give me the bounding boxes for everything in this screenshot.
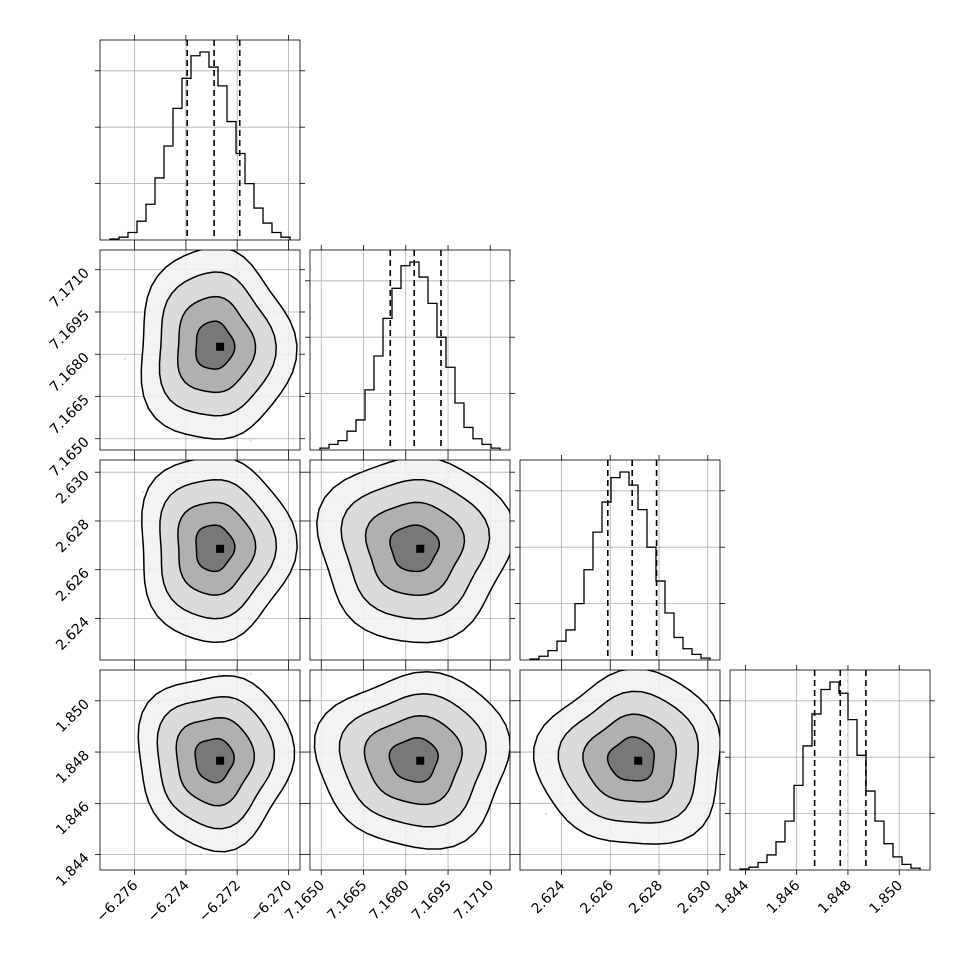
density-peak xyxy=(216,342,225,351)
sample-point xyxy=(123,357,126,360)
y-tick-label: 1.844 xyxy=(53,850,93,890)
histogram-panel-0 xyxy=(95,35,305,245)
contour-line xyxy=(195,524,236,573)
axes-frame xyxy=(309,669,511,871)
panel-content xyxy=(532,670,720,845)
x-tick-label: −6.274 xyxy=(145,877,193,925)
density-level xyxy=(196,525,235,572)
x-tick-label: 2.630 xyxy=(675,878,715,918)
contour-line xyxy=(141,460,298,644)
histogram-panel-1 xyxy=(305,245,515,455)
sample-point xyxy=(513,605,515,607)
contour-line xyxy=(137,674,296,853)
x-tick-label: 1.848 xyxy=(815,878,855,918)
x-tick-label: 2.624 xyxy=(529,877,569,917)
axes-frame xyxy=(99,249,301,451)
y-tick-label: 1.848 xyxy=(53,748,93,788)
x-tick-label: 7.1710 xyxy=(451,878,497,924)
sample-point xyxy=(179,229,181,231)
axes-frame xyxy=(99,39,301,241)
y-tick-label: 7.1680 xyxy=(47,350,93,396)
contour-line xyxy=(194,737,235,784)
panel-content xyxy=(141,460,298,644)
contour-line xyxy=(156,695,276,830)
contour-line xyxy=(389,524,441,573)
scatter-panel-3-2: 2.624 2.626 2.628 2.630 xyxy=(515,665,725,917)
contour-line xyxy=(175,716,256,807)
x-tick-label: 7.1665 xyxy=(324,878,370,924)
panel-content xyxy=(313,670,510,850)
histogram-panel-2 xyxy=(515,455,725,665)
panel-content xyxy=(316,460,515,644)
y-tick-label: 2.626 xyxy=(53,565,93,605)
sample-point xyxy=(217,672,220,675)
contour-line xyxy=(338,692,487,828)
axes-frame xyxy=(99,669,301,871)
sample-point xyxy=(249,439,252,442)
contour-line xyxy=(195,320,236,370)
sample-point xyxy=(235,670,238,673)
y-tick-label: 7.1665 xyxy=(47,392,93,438)
density-level xyxy=(195,321,235,370)
density-peak xyxy=(216,544,225,553)
axes-frame xyxy=(729,669,931,871)
sample-point xyxy=(313,721,316,724)
density-level xyxy=(195,738,235,783)
histogram-step xyxy=(739,681,921,870)
x-tick-label: −6.272 xyxy=(196,878,244,926)
density-peak xyxy=(416,756,425,765)
density-peak xyxy=(416,544,425,553)
axes-frame xyxy=(99,459,301,661)
contour-line xyxy=(159,478,278,620)
sample-point xyxy=(141,490,145,493)
sample-point xyxy=(258,469,262,473)
x-tick-label: 1.850 xyxy=(866,878,906,918)
contour-line xyxy=(364,501,466,596)
axes-frame xyxy=(309,249,511,451)
y-tick-label: 2.628 xyxy=(53,516,93,556)
x-tick-label: 1.846 xyxy=(764,877,804,917)
contour-line xyxy=(140,250,298,440)
histogram-step xyxy=(319,261,501,450)
sample-point xyxy=(249,672,252,676)
contour-line xyxy=(158,271,277,417)
panel-content xyxy=(137,670,296,853)
y-tick-label: 7.1710 xyxy=(47,265,93,311)
x-tick-label: 2.628 xyxy=(626,878,666,918)
density-level xyxy=(389,737,439,783)
contour-line xyxy=(176,295,257,394)
x-tick-label: −6.276 xyxy=(93,877,141,925)
contour-line xyxy=(177,501,257,596)
x-tick-label: 2.626 xyxy=(577,877,617,917)
contour-line xyxy=(313,670,510,850)
contour-line xyxy=(388,736,439,783)
scatter-panel-2-1 xyxy=(305,455,515,665)
histogram-step xyxy=(529,471,711,660)
x-tick-label: 7.1680 xyxy=(367,878,413,924)
axes-frame xyxy=(309,459,511,661)
contour-line xyxy=(340,478,491,620)
panel-content xyxy=(123,229,298,442)
histogram-panel-3: 1.844 1.846 1.848 1.850 xyxy=(713,665,935,917)
y-tick-label: 7.1695 xyxy=(47,307,93,353)
histogram-step xyxy=(109,51,291,240)
contour-line xyxy=(363,714,463,806)
scatter-panel-3-0: −6.276 −6.274 −6.272 −6.2701.8441.8461.8481… xyxy=(53,665,305,925)
axes-frame xyxy=(519,459,721,661)
contour-line xyxy=(316,460,510,644)
density-level xyxy=(389,525,440,572)
density-peak xyxy=(216,756,225,765)
y-tick-label: 1.846 xyxy=(53,799,93,839)
y-tick-label: 1.850 xyxy=(53,696,93,736)
x-tick-label: 1.844 xyxy=(713,877,753,917)
x-tick-label: 7.1695 xyxy=(409,878,455,924)
y-tick-label: 2.624 xyxy=(53,614,93,654)
